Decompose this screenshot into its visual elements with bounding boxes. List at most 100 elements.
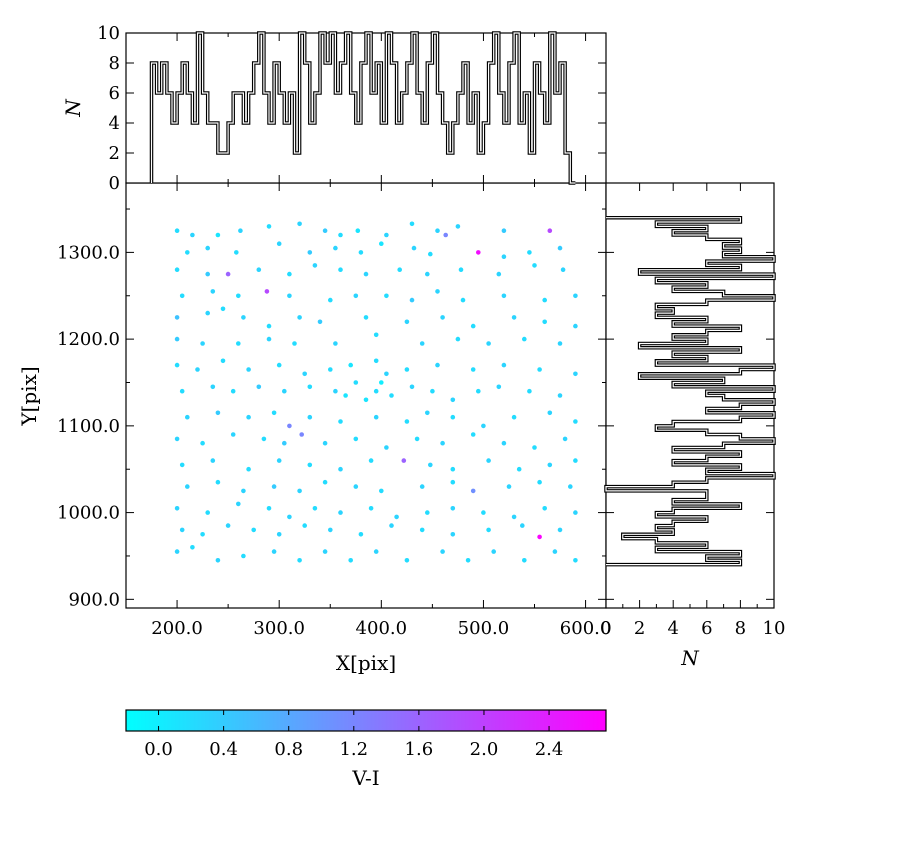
scatter-point xyxy=(384,293,389,299)
scatter-point xyxy=(302,371,308,377)
scatter-point xyxy=(501,293,507,299)
scatter-point xyxy=(373,358,379,364)
scatter-point xyxy=(299,432,305,437)
scatter-point xyxy=(348,558,354,563)
scatter-point xyxy=(557,527,563,533)
scatter-point xyxy=(307,414,313,420)
scatter-point xyxy=(547,228,553,233)
scatter-point xyxy=(333,245,338,251)
x-histogram-ticks: 0 2 4 6 8 10 xyxy=(97,23,606,194)
scatter-point xyxy=(573,458,578,463)
scatter-point xyxy=(573,510,578,515)
scatter-point xyxy=(215,558,221,563)
scatter-point xyxy=(384,232,389,238)
scatter-point xyxy=(312,263,318,268)
scatter-point xyxy=(368,458,374,463)
scatter-point xyxy=(573,371,578,377)
scatter-point xyxy=(384,445,389,450)
scatter-point xyxy=(307,462,313,468)
scatter-point xyxy=(537,534,542,540)
scatter-point xyxy=(450,414,456,420)
scatter-point xyxy=(537,479,542,485)
scatter-point xyxy=(276,241,282,246)
scatter-point xyxy=(560,267,566,273)
y-histogram-xtick-label: 0 xyxy=(600,618,611,639)
scatter-point xyxy=(174,436,180,442)
colorbar-gradient xyxy=(125,709,607,732)
scatter-point xyxy=(256,267,262,273)
scatter-point xyxy=(287,293,292,299)
scatter-ytick-label: 1100.0 xyxy=(57,416,120,437)
scatter-point xyxy=(215,232,221,238)
scatter-point xyxy=(271,410,277,416)
scatter-point xyxy=(271,549,277,554)
scatter-point xyxy=(190,232,195,238)
scatter-point xyxy=(241,553,246,559)
scatter-point xyxy=(205,310,210,316)
scatter-point xyxy=(241,488,246,494)
scatter-point xyxy=(476,250,481,255)
scatter-point xyxy=(322,440,328,446)
scatter-point xyxy=(234,250,239,255)
scatter-point xyxy=(256,384,262,390)
scatter-point xyxy=(379,380,384,385)
scatter-point xyxy=(430,388,435,394)
scatter-point xyxy=(522,558,527,563)
scatter-point xyxy=(389,393,394,398)
scatter-point xyxy=(225,271,231,277)
scatter-point xyxy=(287,271,292,277)
scatter-point xyxy=(486,341,491,346)
scatter-point xyxy=(450,506,456,511)
colorbar-tick-label: 1.6 xyxy=(405,739,434,760)
scatter-point xyxy=(338,466,343,472)
scatter-point xyxy=(358,250,364,255)
scatter-point xyxy=(409,221,415,227)
scatter-point xyxy=(401,458,407,463)
scatter-point xyxy=(174,336,180,342)
scatter-xtick-label: 500.0 xyxy=(458,618,510,639)
scatter-point xyxy=(486,527,491,533)
scatter-point xyxy=(511,514,517,520)
scatter-point xyxy=(338,267,343,273)
scatter-point xyxy=(266,323,272,329)
colorbar-tick-label: 2.4 xyxy=(535,739,564,760)
scatter-point xyxy=(179,388,185,394)
scatter-ytick-label: 900.0 xyxy=(68,589,120,610)
y-histogram-steps-inner xyxy=(605,217,775,566)
scatter-point xyxy=(292,341,297,346)
y-histogram-xtick-label: 4 xyxy=(667,618,678,639)
scatter-point xyxy=(210,384,216,390)
scatter-point xyxy=(363,271,369,277)
scatter-point xyxy=(246,414,251,420)
scatter-point xyxy=(302,523,308,528)
x-histogram-steps-inner xyxy=(150,32,576,184)
scatter-point xyxy=(368,506,374,511)
scatter-point xyxy=(557,245,563,251)
scatter-point xyxy=(532,445,537,450)
scatter-point xyxy=(501,254,507,259)
scatter-frame xyxy=(125,182,607,609)
scatter-point xyxy=(355,228,361,233)
x-histogram-ylabel: N xyxy=(61,98,85,118)
scatter-point xyxy=(297,488,302,494)
scatter-point xyxy=(440,549,445,554)
scatter-xtick-label: 400.0 xyxy=(356,618,408,639)
scatter-point xyxy=(312,506,318,511)
x-histogram-ytick-label: 8 xyxy=(109,53,120,74)
scatter-point xyxy=(411,245,417,251)
x-histogram-ytick-label: 0 xyxy=(109,173,120,194)
scatter-point xyxy=(443,232,449,238)
scatter-xtick-label: 200.0 xyxy=(151,618,203,639)
colorbar-panel: 0.0 0.4 0.8 1.2 1.6 2.0 2.4 V-I xyxy=(125,709,607,790)
scatter-point xyxy=(230,388,236,394)
scatter-point xyxy=(486,458,491,463)
scatter-ylabel: Y[pix] xyxy=(17,366,41,426)
scatter-point xyxy=(174,549,180,554)
scatter-point xyxy=(501,228,507,233)
colorbar-tick-label: 0.8 xyxy=(274,739,303,760)
scatter-point xyxy=(573,419,578,424)
scatter-point xyxy=(455,336,461,342)
scatter-point xyxy=(527,388,532,394)
scatter-point xyxy=(476,388,481,394)
scatter-point xyxy=(435,228,440,233)
